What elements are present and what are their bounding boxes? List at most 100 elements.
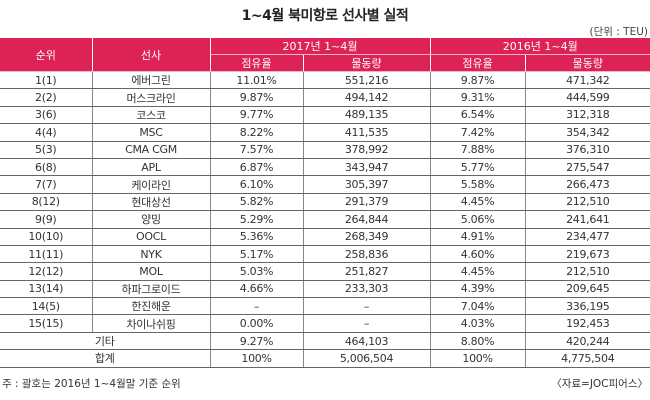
rank-cell: 1(1) — [0, 71, 93, 90]
carrier-cell: 머스크라인 — [92, 88, 211, 107]
others-row: 기타 9.27% 464,103 8.80% 420,244 — [0, 332, 650, 351]
volume-2016-cell: 336,195 — [525, 297, 650, 316]
share-2017-cell: 9.77% — [210, 106, 304, 125]
carrier-cell: 한진해운 — [92, 297, 211, 316]
table-row: 13(14) 하파그로이드 4.66% 233,303 4.39% 209,645 — [0, 280, 650, 299]
carrier-cell: 케이라인 — [92, 175, 211, 194]
carrier-cell: 코스코 — [92, 106, 211, 125]
share-2017-cell: 9.87% — [210, 88, 304, 107]
share-2016-cell: 5.58% — [430, 175, 526, 194]
carrier-cell: MSC — [92, 123, 211, 142]
volume-2016-cell: 219,673 — [525, 245, 650, 264]
share-2016-cell: 4.45% — [430, 193, 526, 212]
volume-2016-cell: 376,310 — [525, 141, 650, 159]
volume-2017-cell: 251,827 — [303, 262, 431, 281]
table-row: 1(1) 에버그린 11.01% 551,216 9.87% 471,342 — [0, 71, 650, 90]
carrier-cell: CMA CGM — [92, 141, 211, 159]
volume-2017-cell: 551,216 — [303, 71, 431, 90]
share-2016-cell: 9.87% — [430, 71, 526, 90]
carrier-cell: 차이나쉬핑 — [92, 314, 211, 333]
rank-cell: 5(3) — [0, 141, 93, 159]
footnote: 주 : 괄호는 2016년 1~4월말 기준 순위 — [2, 378, 181, 390]
table-row: 7(7) 케이라인 6.10% 305,397 5.58% 266,473 — [0, 175, 650, 194]
header-carrier: 선사 — [91, 38, 211, 72]
rank-cell: 14(5) — [0, 297, 93, 316]
volume-2016-cell: 354,342 — [525, 123, 650, 142]
total-row: 합계 100% 5,006,504 100% 4,775,504 — [0, 349, 650, 368]
share-2016-cell: 4.39% — [430, 280, 526, 299]
volume-2016-cell: 312,318 — [525, 106, 650, 125]
unit-label: (단위 : TEU) — [589, 26, 648, 38]
header-volume-2017: 물동량 — [302, 54, 431, 72]
volume-2016-cell: 241,641 — [525, 210, 650, 229]
share-2016-cell: 8.80% — [430, 332, 526, 351]
volume-2016-cell: 209,645 — [525, 280, 650, 299]
volume-2017-cell: 464,103 — [303, 332, 431, 351]
volume-2016-cell: 471,342 — [525, 71, 650, 90]
share-2016-cell: 7.04% — [430, 297, 526, 316]
share-2016-cell: 5.77% — [430, 158, 526, 177]
header-volume-2016: 물동량 — [524, 54, 650, 72]
header-share-2016: 점유율 — [429, 54, 526, 72]
table-row: 12(12) MOL 5.03% 251,827 4.45% 212,510 — [0, 262, 650, 281]
share-2016-cell: 4.60% — [430, 245, 526, 264]
rank-cell: 12(12) — [0, 262, 93, 281]
table-row: 2(2) 머스크라인 9.87% 494,142 9.31% 444,599 — [0, 88, 650, 107]
volume-2017-cell: 411,535 — [303, 123, 431, 142]
volume-2017-cell: 305,397 — [303, 175, 431, 194]
volume-2016-cell: 444,599 — [525, 88, 650, 107]
share-2017-cell: 5.82% — [210, 193, 304, 212]
carrier-cell: 에버그린 — [92, 71, 211, 90]
share-2016-cell: 7.42% — [430, 123, 526, 142]
volume-2016-cell: 192,453 — [525, 314, 650, 333]
share-2016-cell: 4.91% — [430, 228, 526, 246]
share-2017-cell: 6.10% — [210, 175, 304, 194]
rank-cell: 15(15) — [0, 314, 93, 333]
carrier-cell: 양밍 — [92, 210, 211, 229]
share-2017-cell: 5.29% — [210, 210, 304, 229]
page-title: 1~4월 북미항로 선사별 실적 — [241, 8, 409, 24]
volume-2017-cell: 343,947 — [303, 158, 431, 177]
share-2017-cell: 6.87% — [210, 158, 304, 177]
volume-2017-cell: 264,844 — [303, 210, 431, 229]
share-2017-cell: 5.36% — [210, 228, 304, 246]
volume-2017-cell: 268,349 — [303, 228, 431, 246]
carrier-cell: 하파그로이드 — [92, 280, 211, 299]
share-2016-cell: 100% — [430, 349, 526, 368]
rank-cell: 6(8) — [0, 158, 93, 177]
share-2017-cell: 100% — [210, 349, 304, 368]
carrier-cell: MOL — [92, 262, 211, 281]
volume-2016-cell: 420,244 — [525, 332, 650, 351]
rank-cell: 2(2) — [0, 88, 93, 107]
share-2017-cell: – — [210, 297, 304, 316]
share-2017-cell: 8.22% — [210, 123, 304, 142]
table-row: 10(10) OOCL 5.36% 268,349 4.91% 234,477 — [0, 228, 650, 246]
header-2017: 2017년 1~4월 — [209, 38, 431, 55]
volume-2017-cell: 258,836 — [303, 245, 431, 264]
total-label: 합계 — [0, 349, 211, 368]
share-2017-cell: 7.57% — [210, 141, 304, 159]
volume-2017-cell: 489,135 — [303, 106, 431, 125]
rank-cell: 7(7) — [0, 175, 93, 194]
volume-2017-cell: 5,006,504 — [303, 349, 431, 368]
volume-2016-cell: 234,477 — [525, 228, 650, 246]
volume-2017-cell: 233,303 — [303, 280, 431, 299]
share-2016-cell: 4.03% — [430, 314, 526, 333]
source-label: 〈자료=JOC피어스〉 — [551, 378, 648, 390]
rank-cell: 11(11) — [0, 245, 93, 264]
share-2017-cell: 9.27% — [210, 332, 304, 351]
volume-2016-cell: 266,473 — [525, 175, 650, 194]
volume-2017-cell: – — [303, 314, 431, 333]
share-2016-cell: 9.31% — [430, 88, 526, 107]
rank-cell: 4(4) — [0, 123, 93, 142]
header-rank: 순위 — [0, 38, 93, 72]
header-2016: 2016년 1~4월 — [429, 38, 650, 55]
volume-2017-cell: 378,992 — [303, 141, 431, 159]
share-2016-cell: 4.45% — [430, 262, 526, 281]
share-2017-cell: 5.03% — [210, 262, 304, 281]
others-label: 기타 — [0, 332, 211, 351]
share-2016-cell: 7.88% — [430, 141, 526, 159]
share-2016-cell: 5.06% — [430, 210, 526, 229]
rank-cell: 13(14) — [0, 280, 93, 299]
volume-2016-cell: 212,510 — [525, 262, 650, 281]
